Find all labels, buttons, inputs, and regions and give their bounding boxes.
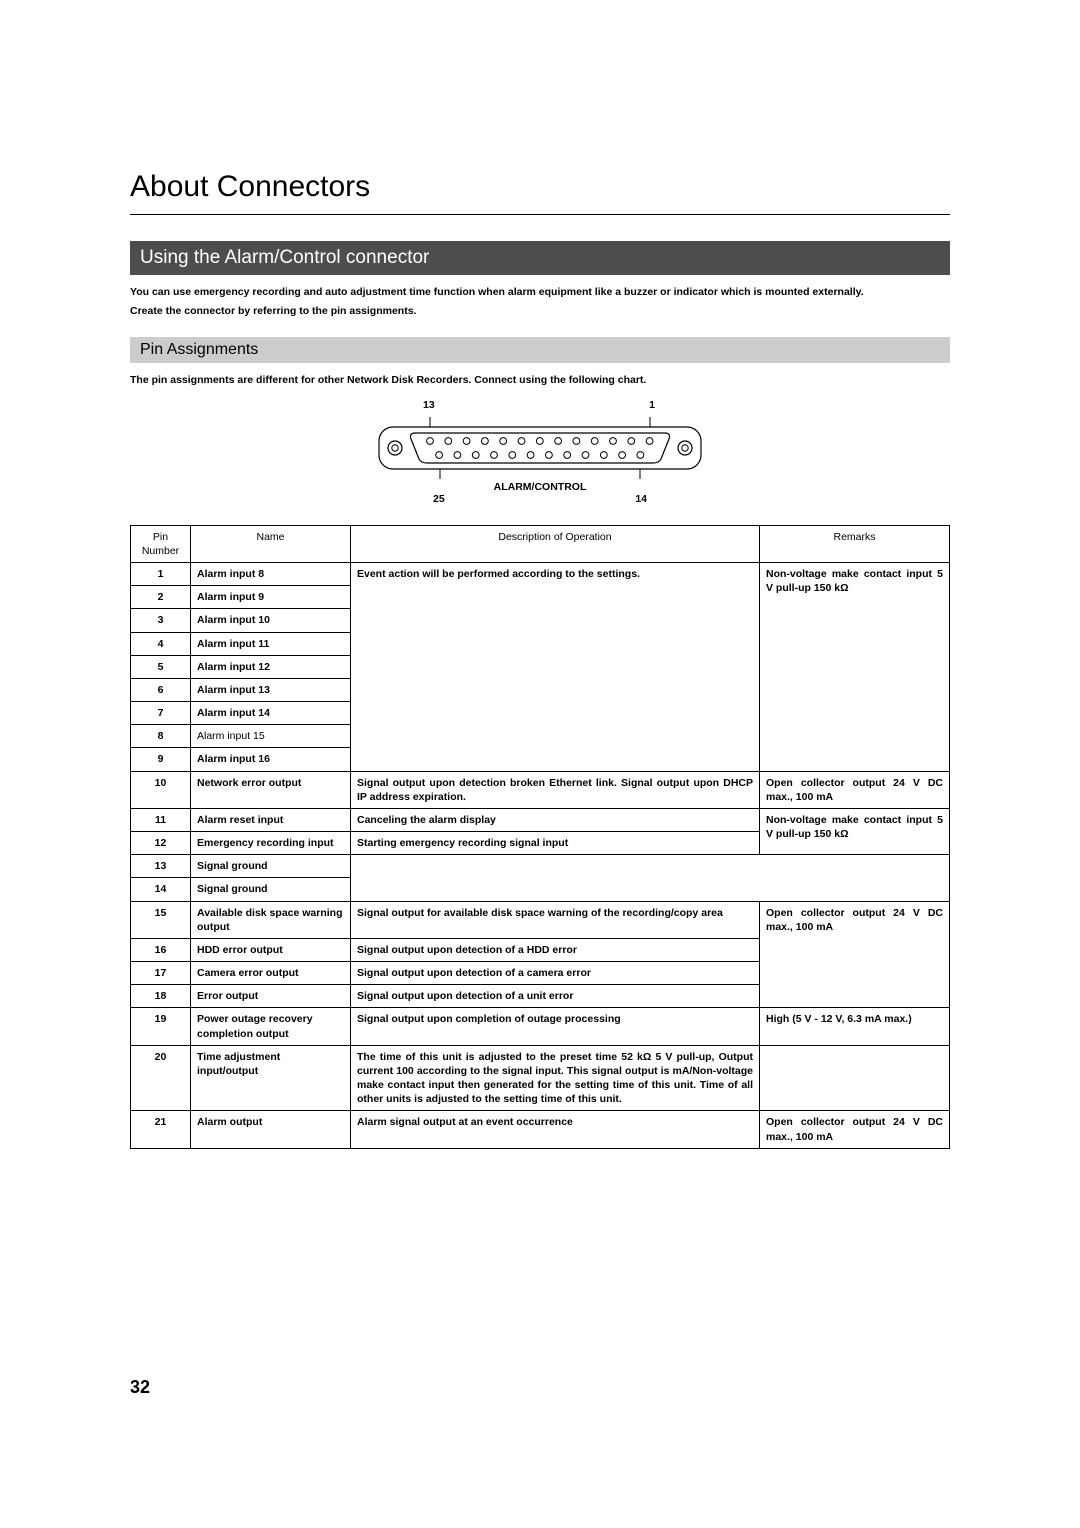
cell-name: Alarm input 16 bbox=[191, 748, 351, 771]
pin-assignment-table: Pin Number Name Description of Operation… bbox=[130, 525, 950, 1149]
cell-name: Alarm input 9 bbox=[191, 586, 351, 609]
cell-name: Alarm input 14 bbox=[191, 702, 351, 725]
cell-pin: 2 bbox=[131, 586, 191, 609]
cell-name: Emergency recording input bbox=[191, 832, 351, 855]
cell-name: Signal ground bbox=[191, 878, 351, 901]
table-row: 13Signal ground bbox=[131, 855, 950, 878]
cell-name: Network error output bbox=[191, 771, 351, 808]
cell-remarks: Open collector output 24 V DC max., 100 … bbox=[760, 901, 950, 1008]
cell-pin: 17 bbox=[131, 962, 191, 985]
page-title: About Connectors bbox=[130, 170, 950, 204]
table-row: 21Alarm outputAlarm signal output at an … bbox=[131, 1111, 950, 1148]
cell-desc: Signal output upon completion of outage … bbox=[351, 1008, 760, 1045]
cell-remarks: High (5 V - 12 V, 6.3 mA max.) bbox=[760, 1008, 950, 1045]
col-pin-number: Pin Number bbox=[131, 525, 191, 562]
subsection-note: The pin assignments are different for ot… bbox=[130, 373, 950, 388]
cell-desc: Starting emergency recording signal inpu… bbox=[351, 832, 760, 855]
cell-remarks: Non-voltage make contact input 5 V pull-… bbox=[760, 563, 950, 772]
cell-name: Alarm input 12 bbox=[191, 655, 351, 678]
cell-name: Power outage recovery completion output bbox=[191, 1008, 351, 1045]
section-body-2: Create the connector by referring to the… bbox=[130, 304, 950, 319]
page-number: 32 bbox=[130, 1377, 150, 1398]
cell-pin: 12 bbox=[131, 832, 191, 855]
cell-name: Time adjustment input/output bbox=[191, 1045, 351, 1111]
cell-remarks: Open collector output 24 V DC max., 100 … bbox=[760, 1111, 950, 1148]
table-row: 20Time adjustment input/outputThe time o… bbox=[131, 1045, 950, 1111]
cell-pin: 21 bbox=[131, 1111, 191, 1148]
connector-pin-25-label: 25 bbox=[433, 493, 445, 505]
subsection-heading: Pin Assignments bbox=[130, 337, 950, 363]
cell-pin: 19 bbox=[131, 1008, 191, 1045]
cell-name: Alarm input 13 bbox=[191, 678, 351, 701]
cell-desc: Signal output upon detection broken Ethe… bbox=[351, 771, 760, 808]
cell-blank bbox=[351, 855, 950, 901]
cell-pin: 10 bbox=[131, 771, 191, 808]
connector-caption: ALARM/CONTROL bbox=[130, 481, 950, 493]
cell-pin: 6 bbox=[131, 678, 191, 701]
cell-pin: 13 bbox=[131, 855, 191, 878]
cell-remarks bbox=[760, 1045, 950, 1111]
cell-name: Alarm reset input bbox=[191, 808, 351, 831]
cell-desc: Alarm signal output at an event occurren… bbox=[351, 1111, 760, 1148]
connector-pin-1-label: 1 bbox=[649, 399, 655, 411]
section-heading: Using the Alarm/Control connector bbox=[130, 241, 950, 275]
cell-pin: 9 bbox=[131, 748, 191, 771]
cell-name: Signal ground bbox=[191, 855, 351, 878]
cell-pin: 16 bbox=[131, 938, 191, 961]
table-row: 15Available disk space warning outputSig… bbox=[131, 901, 950, 938]
cell-name: Alarm input 11 bbox=[191, 632, 351, 655]
table-row: 11Alarm reset inputCanceling the alarm d… bbox=[131, 808, 950, 831]
cell-name: Error output bbox=[191, 985, 351, 1008]
cell-pin: 1 bbox=[131, 563, 191, 586]
cell-name: Available disk space warning output bbox=[191, 901, 351, 938]
cell-pin: 5 bbox=[131, 655, 191, 678]
cell-desc: Signal output for available disk space w… bbox=[351, 901, 760, 938]
cell-pin: 4 bbox=[131, 632, 191, 655]
cell-name: Camera error output bbox=[191, 962, 351, 985]
cell-desc: Signal output upon detection of a HDD er… bbox=[351, 938, 760, 961]
cell-name: Alarm output bbox=[191, 1111, 351, 1148]
table-row: 10Network error outputSignal output upon… bbox=[131, 771, 950, 808]
cell-remarks: Non-voltage make contact input 5 V pull-… bbox=[760, 808, 950, 854]
cell-pin: 20 bbox=[131, 1045, 191, 1111]
db25-connector-icon bbox=[375, 417, 705, 479]
cell-pin: 3 bbox=[131, 609, 191, 632]
connector-pin-14-label: 14 bbox=[635, 493, 647, 505]
cell-pin: 14 bbox=[131, 878, 191, 901]
cell-name: Alarm input 10 bbox=[191, 609, 351, 632]
table-row: 1Alarm input 8Event action will be perfo… bbox=[131, 563, 950, 586]
table-row: 19Power outage recovery completion outpu… bbox=[131, 1008, 950, 1045]
cell-name: HDD error output bbox=[191, 938, 351, 961]
cell-desc: Signal output upon detection of a camera… bbox=[351, 962, 760, 985]
title-divider bbox=[130, 214, 950, 215]
section-body-1: You can use emergency recording and auto… bbox=[130, 285, 950, 300]
cell-desc: Canceling the alarm display bbox=[351, 808, 760, 831]
cell-pin: 11 bbox=[131, 808, 191, 831]
col-name: Name bbox=[191, 525, 351, 562]
cell-name: Alarm input 15 bbox=[191, 725, 351, 748]
cell-pin: 18 bbox=[131, 985, 191, 1008]
connector-pin-13-label: 13 bbox=[423, 399, 435, 411]
col-description: Description of Operation bbox=[351, 525, 760, 562]
cell-desc: Signal output upon detection of a unit e… bbox=[351, 985, 760, 1008]
cell-name: Alarm input 8 bbox=[191, 563, 351, 586]
connector-diagram: 13 1 ALARM/CONTROL 25 14 bbox=[130, 399, 950, 511]
col-remarks: Remarks bbox=[760, 525, 950, 562]
table-header-row: Pin Number Name Description of Operation… bbox=[131, 525, 950, 562]
cell-desc: Event action will be performed according… bbox=[351, 563, 760, 772]
cell-pin: 7 bbox=[131, 702, 191, 725]
cell-desc: The time of this unit is adjusted to the… bbox=[351, 1045, 760, 1111]
cell-pin: 15 bbox=[131, 901, 191, 938]
cell-pin: 8 bbox=[131, 725, 191, 748]
cell-remarks: Open collector output 24 V DC max., 100 … bbox=[760, 771, 950, 808]
